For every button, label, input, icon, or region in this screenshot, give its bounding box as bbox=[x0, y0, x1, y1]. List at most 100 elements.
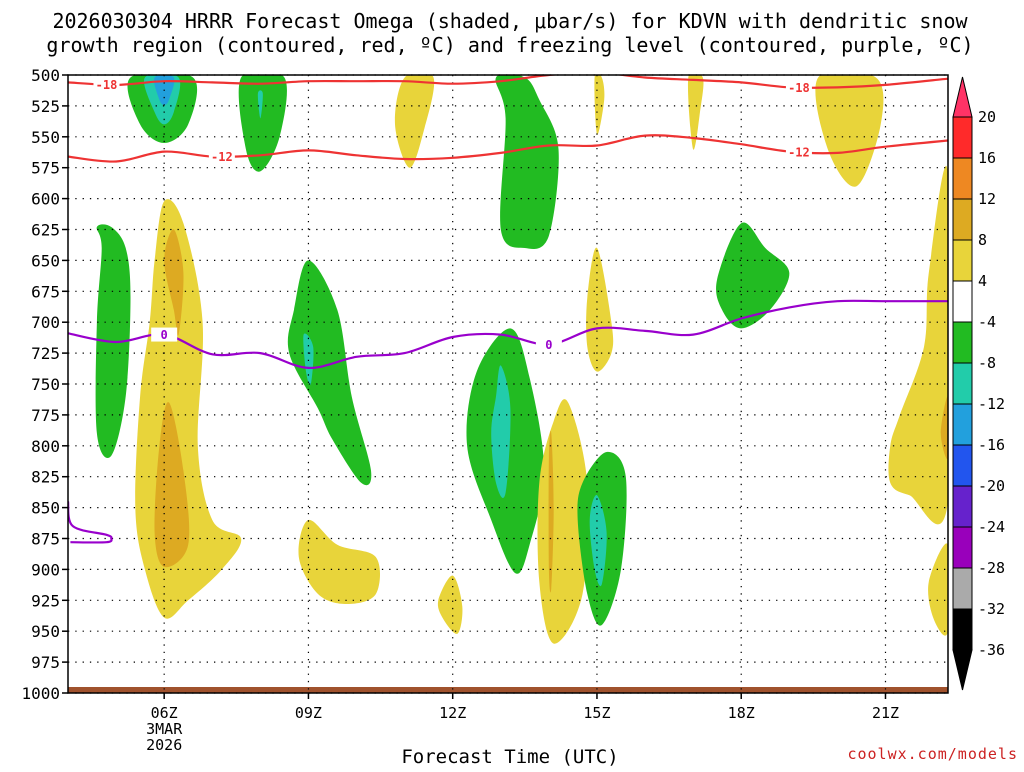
y-tick-label-825: 825 bbox=[31, 468, 60, 487]
colorbar-level--36: -36 bbox=[978, 641, 1005, 659]
y-tick-label-700: 700 bbox=[31, 313, 60, 332]
x-tick-sublabel-date: 3MAR bbox=[146, 720, 183, 738]
freezing-level-low-line bbox=[68, 501, 113, 544]
credit-text: coolwx.com/models bbox=[847, 745, 1018, 763]
x-tick-sublabel-year: 2026 bbox=[146, 736, 182, 754]
y-tick-label-750: 750 bbox=[31, 375, 60, 394]
omega-region-12 bbox=[164, 229, 184, 336]
omega-region-16 bbox=[298, 519, 381, 604]
y-tick-label-975: 975 bbox=[31, 653, 60, 672]
colorbar-band--20 bbox=[952, 485, 973, 528]
omega-region-5 bbox=[394, 75, 435, 168]
chart-title-line1: 2026030304 HRRR Forecast Omega (shaded, … bbox=[52, 9, 968, 33]
colorbar-band--32 bbox=[952, 608, 973, 651]
chart-title-line2: growth region (contoured, red, ºC) and f… bbox=[46, 33, 973, 57]
x-tick-label-21Z: 21Z bbox=[872, 704, 899, 722]
isotherm--12-label-0: -12 bbox=[211, 150, 233, 164]
colorbar-level--24: -24 bbox=[978, 518, 1005, 536]
colorbar-level-12: 12 bbox=[978, 190, 996, 208]
colorbar-band-4 bbox=[952, 280, 973, 323]
y-tick-label-525: 525 bbox=[31, 97, 60, 116]
omega-region-19 bbox=[491, 365, 511, 498]
omega-region-26 bbox=[888, 165, 948, 525]
colorbar-level--16: -16 bbox=[978, 436, 1005, 454]
isotherm-0-label-bg-1 bbox=[535, 337, 562, 352]
y-tick-label-675: 675 bbox=[31, 282, 60, 301]
colorbar-top-arrow bbox=[952, 76, 973, 118]
colorbar-level--8: -8 bbox=[978, 354, 996, 372]
omega-region-7 bbox=[815, 75, 884, 187]
x-tick-label-06Z: 06Z bbox=[151, 704, 178, 722]
x-tick-label-18Z: 18Z bbox=[728, 704, 755, 722]
omega-region-24 bbox=[586, 247, 614, 372]
isotherm-0-line bbox=[68, 299, 948, 370]
y-tick-label-850: 850 bbox=[31, 499, 60, 518]
isotherm--18-label-bg-1 bbox=[785, 80, 812, 95]
isotherm--18-label-bg-0 bbox=[93, 77, 120, 92]
y-tick-label-625: 625 bbox=[31, 221, 60, 240]
colorbar-level--4: -4 bbox=[978, 313, 996, 331]
y-tick-label-500: 500 bbox=[31, 66, 60, 85]
isotherm-0-label-bg-0 bbox=[151, 327, 178, 342]
omega-region-17 bbox=[437, 575, 463, 634]
omega-region-9 bbox=[495, 75, 559, 249]
colorbar-level--32: -32 bbox=[978, 600, 1005, 618]
colorbar-band--8 bbox=[952, 362, 973, 405]
colorbar-bottom-arrow bbox=[952, 649, 973, 691]
isotherm--18-label-1: -18 bbox=[788, 81, 810, 95]
omega-region-21 bbox=[548, 430, 554, 593]
x-tick-label-09Z: 09Z bbox=[295, 704, 322, 722]
y-tick-label-775: 775 bbox=[31, 406, 60, 425]
colorbar-band-16 bbox=[952, 157, 973, 200]
colorbar-level-16: 16 bbox=[978, 149, 996, 167]
y-tick-label-875: 875 bbox=[31, 530, 60, 549]
x-axis-label: Forecast Time (UTC) bbox=[401, 746, 618, 768]
omega-region-4 bbox=[257, 90, 263, 119]
y-tick-label-900: 900 bbox=[31, 560, 60, 579]
y-tick-label-575: 575 bbox=[31, 159, 60, 178]
colorbar-level--20: -20 bbox=[978, 477, 1005, 495]
isotherm--12-label-bg-1 bbox=[785, 144, 812, 159]
y-tick-label-800: 800 bbox=[31, 437, 60, 456]
colorbar-level-20: 20 bbox=[978, 108, 996, 126]
omega-region-6 bbox=[687, 75, 704, 150]
omega-region-13 bbox=[154, 402, 190, 568]
omega-region-23 bbox=[589, 495, 607, 587]
colorbar-band-20 bbox=[952, 116, 973, 159]
x-tick-label-15Z: 15Z bbox=[583, 704, 610, 722]
y-tick-label-650: 650 bbox=[31, 251, 60, 270]
colorbar: 20 16 12 8 4 -4 -8 -12 -16 -20 -24 -28 -32 -36 bbox=[952, 76, 1005, 691]
y-tick-label-925: 925 bbox=[31, 591, 60, 610]
y-tick-label-1000: 1000 bbox=[21, 684, 60, 703]
colorbar-level--28: -28 bbox=[978, 559, 1005, 577]
isotherm--18-label-0: -18 bbox=[96, 78, 118, 92]
omega-region-3 bbox=[238, 75, 287, 172]
y-tick-label-950: 950 bbox=[31, 622, 60, 641]
colorbar-band-12 bbox=[952, 198, 973, 241]
ground-strip bbox=[68, 687, 948, 693]
omega-region-15 bbox=[303, 333, 314, 386]
y-tick-label-550: 550 bbox=[31, 128, 60, 147]
isotherm--12-label-1: -12 bbox=[788, 145, 810, 159]
colorbar-band--4 bbox=[952, 321, 973, 364]
y-tick-label-600: 600 bbox=[31, 190, 60, 209]
isotherm-0-label-1: 0 bbox=[545, 338, 552, 352]
colorbar-level--12: -12 bbox=[978, 395, 1005, 413]
omega-shading bbox=[95, 75, 948, 644]
omega-region-25 bbox=[716, 222, 790, 329]
omega-region-28 bbox=[928, 543, 948, 636]
isotherm-0-label-0: 0 bbox=[161, 328, 168, 342]
colorbar-band--12 bbox=[952, 403, 973, 446]
omega-region-27 bbox=[940, 396, 948, 460]
colorbar-band--16 bbox=[952, 444, 973, 487]
colorbar-level-4: 4 bbox=[978, 272, 987, 290]
colorbar-band--24 bbox=[952, 526, 973, 569]
colorbar-level-8: 8 bbox=[978, 231, 987, 249]
x-tick-label-12Z: 12Z bbox=[439, 704, 466, 722]
colorbar-band--28 bbox=[952, 567, 973, 610]
isotherm--12-label-bg-0 bbox=[208, 149, 235, 164]
y-tick-label-725: 725 bbox=[31, 344, 60, 363]
colorbar-band-8 bbox=[952, 239, 973, 282]
